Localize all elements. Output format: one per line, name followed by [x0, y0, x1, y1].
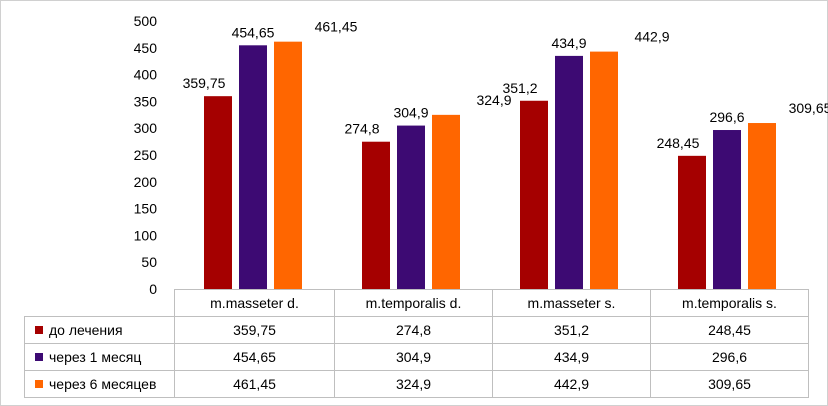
data-label: 248,45 [657, 135, 700, 151]
data-label: 461,45 [315, 19, 358, 35]
table-row: до лечения 359,75 274,8 351,2 248,45 [24, 316, 809, 344]
y-tick-label: 150 [134, 201, 158, 217]
data-label: 309,65 [789, 100, 828, 116]
y-axis: 0 50 100 150 200 250 300 350 400 450 500 [134, 13, 158, 297]
table-cell: 296,6 [650, 343, 809, 371]
bar [432, 114, 460, 289]
data-label: 442,9 [634, 29, 669, 45]
series-name: через 1 месяц [49, 349, 142, 365]
data-table: m.masseter d. m.temporalis d. m.masseter s… [24, 289, 809, 398]
table-cell: 434,9 [492, 343, 651, 371]
bar [748, 123, 776, 289]
bar [274, 41, 302, 290]
data-label: 359,75 [183, 75, 226, 91]
y-tick-label: 100 [134, 227, 158, 243]
legend-swatch [35, 380, 43, 388]
y-tick-label: 0 [149, 281, 157, 297]
bar [678, 155, 706, 289]
table-corner [24, 289, 175, 317]
bar [204, 96, 232, 289]
bar [397, 125, 425, 289]
x-category-label: m.masseter s. [492, 289, 651, 317]
bar [590, 51, 618, 290]
y-tick-label: 400 [134, 67, 158, 83]
table-row: через 1 месяц 454,65 304,9 434,9 296,6 [24, 343, 809, 371]
table-row: через 6 месяцев 461,45 324,9 442,9 309,65 [24, 370, 809, 398]
bar [239, 45, 267, 289]
y-tick-label: 250 [134, 147, 158, 163]
legend-entry: до лечения [24, 316, 175, 344]
data-label: 454,65 [232, 24, 275, 40]
legend-entry: через 1 месяц [24, 343, 175, 371]
table-cell: 442,9 [492, 370, 651, 398]
bar [713, 130, 741, 289]
data-label: 351,2 [502, 80, 537, 96]
legend-entry: через 6 месяцев [24, 370, 175, 398]
bars [204, 41, 776, 290]
y-tick-label: 500 [134, 13, 158, 29]
table-cell: 359,75 [174, 316, 335, 344]
y-tick-label: 300 [134, 120, 158, 136]
y-tick-label: 350 [134, 93, 158, 109]
data-label: 296,6 [709, 109, 744, 125]
legend-swatch [35, 353, 43, 361]
bar [555, 55, 583, 289]
series-name: до лечения [49, 322, 123, 338]
y-tick-label: 450 [134, 40, 158, 56]
table-cell: 274,8 [334, 316, 493, 344]
table-cell: 454,65 [174, 343, 335, 371]
table-header-row: m.masseter d. m.temporalis d. m.masseter s… [24, 289, 809, 317]
table-cell: 304,9 [334, 343, 493, 371]
y-tick-label: 200 [134, 174, 158, 190]
data-label: 434,9 [551, 35, 586, 51]
data-label: 304,9 [393, 105, 428, 121]
y-tick-label: 50 [141, 254, 157, 270]
table-cell: 324,9 [334, 370, 493, 398]
x-category-label: m.temporalis d. [334, 289, 493, 317]
table-cell: 351,2 [492, 316, 651, 344]
series-name: через 6 месяцев [49, 376, 157, 392]
x-category-label: m.masseter d. [174, 289, 335, 317]
bar [520, 100, 548, 289]
bar [362, 141, 390, 289]
x-category-label: m.temporalis s. [650, 289, 809, 317]
legend-swatch [35, 326, 43, 334]
data-label: 324,9 [476, 92, 511, 108]
table-cell: 461,45 [174, 370, 335, 398]
table-cell: 248,45 [650, 316, 809, 344]
data-label: 274,8 [344, 121, 379, 137]
table-cell: 309,65 [650, 370, 809, 398]
